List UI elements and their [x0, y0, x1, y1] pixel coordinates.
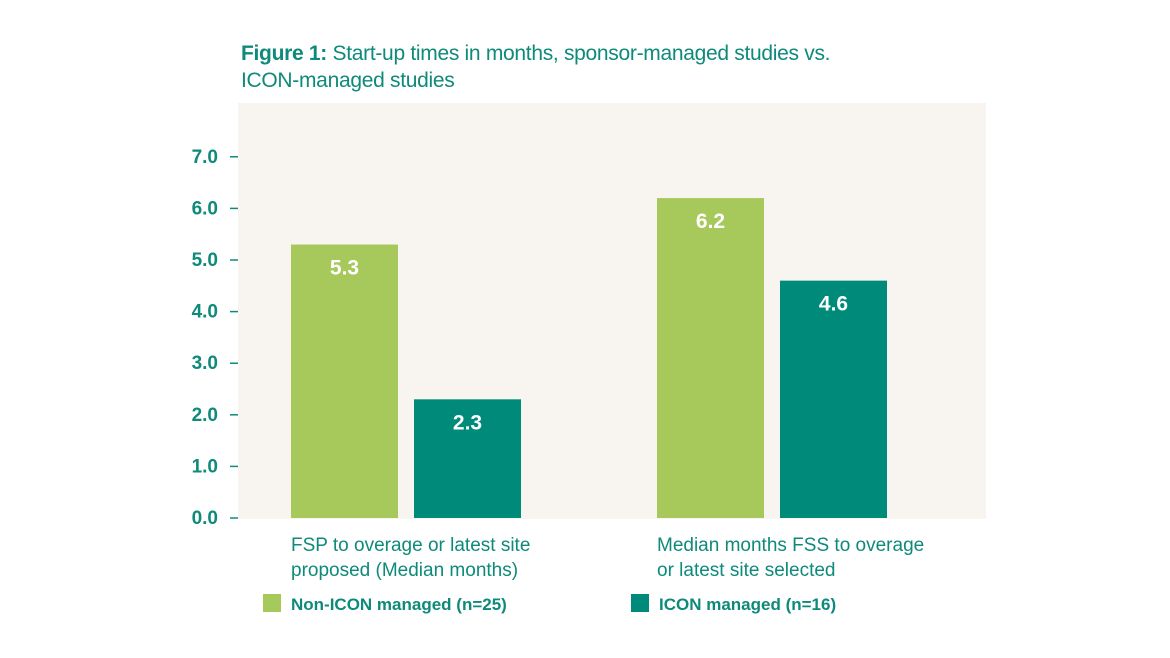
- category-label: proposed (Median months): [291, 560, 518, 581]
- figure-caption: Start-up times in months, sponsor-manage…: [241, 42, 831, 92]
- bar: [657, 198, 764, 518]
- category-label: FSP to overage or latest site: [291, 535, 530, 556]
- bar: [291, 244, 398, 518]
- y-tick-label: 3.0: [192, 353, 218, 374]
- figure-label: Figure 1:: [241, 42, 327, 65]
- y-tick-label: 2.0: [192, 405, 218, 426]
- y-tick-label: 6.0: [192, 198, 218, 219]
- y-tick-label: 4.0: [192, 302, 218, 323]
- category-label: or latest site selected: [657, 560, 835, 581]
- y-tick-label: 0.0: [192, 508, 218, 529]
- y-tick-label: 5.0: [192, 250, 218, 271]
- legend-label: Non-ICON managed (n=25): [291, 595, 507, 614]
- bar-value-label: 6.2: [696, 210, 725, 233]
- y-tick-label: 7.0: [192, 147, 218, 168]
- bar-value-label: 4.6: [819, 293, 848, 316]
- legend-swatch: [631, 594, 649, 612]
- legend-swatch: [263, 594, 281, 612]
- y-tick-label: 1.0: [192, 456, 218, 477]
- bar-value-label: 5.3: [330, 257, 359, 280]
- category-label: Median months FSS to overage: [657, 535, 924, 556]
- bar: [780, 280, 887, 518]
- legend-label: ICON managed (n=16): [659, 595, 836, 614]
- chart-title: Figure 1: Start-up times in months, spon…: [241, 40, 861, 94]
- bar: [414, 399, 521, 518]
- bar-value-label: 2.3: [453, 411, 482, 434]
